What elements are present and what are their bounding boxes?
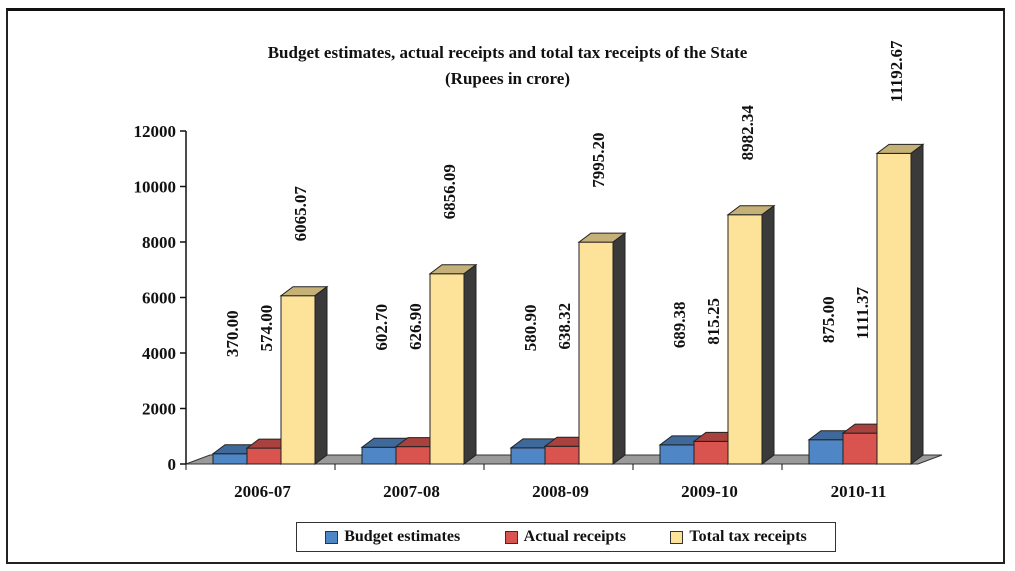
x-tick-label: 2006-07 <box>234 482 291 501</box>
data-label: 626.90 <box>406 303 425 350</box>
bar <box>577 232 627 465</box>
legend-swatch-actual-receipts <box>504 530 518 544</box>
bar-front <box>544 445 580 465</box>
legend-item-budget-estimates: Budget estimates <box>325 528 460 546</box>
chart-frame <box>6 8 1005 564</box>
bar-front <box>395 446 431 465</box>
data-label: 1111.37 <box>853 286 872 339</box>
data-label: 370.00 <box>223 310 242 357</box>
bar-front <box>727 214 763 465</box>
data-label: 875.00 <box>819 296 838 343</box>
bar-front <box>659 444 695 465</box>
data-label: 574.00 <box>257 305 276 352</box>
bar-front <box>876 152 912 465</box>
x-tick-label: 2008-09 <box>532 482 589 501</box>
bar <box>726 204 776 465</box>
chart-title: Budget estimates, actual receipts and to… <box>267 43 748 62</box>
bar-front <box>280 295 316 465</box>
x-tick-label: 2007-08 <box>383 482 440 501</box>
data-label: 580.90 <box>521 305 540 352</box>
data-label: 8982.34 <box>738 105 757 161</box>
y-tick-label: 0 <box>168 455 177 474</box>
bar-front <box>429 273 465 465</box>
data-label: 638.32 <box>555 303 574 350</box>
bar-side <box>910 143 924 465</box>
bar-front <box>578 241 614 465</box>
chart-subtitle: (Rupees in crore) <box>445 69 570 88</box>
bar <box>279 285 329 465</box>
y-tick-label: 4000 <box>142 344 176 363</box>
y-tick-label: 12000 <box>134 122 177 141</box>
legend-label-total-tax-receipts: Total tax receipts <box>689 528 807 545</box>
data-label: 6856.09 <box>440 164 459 219</box>
legend-item-total-tax-receipts: Total tax receipts <box>670 528 807 546</box>
y-tick-label: 6000 <box>142 289 176 308</box>
bar <box>875 143 925 465</box>
bar-side <box>463 263 477 465</box>
bar-front <box>361 446 397 465</box>
legend-item-actual-receipts: Actual receipts <box>504 528 626 546</box>
bar-front <box>842 432 878 465</box>
bar <box>428 263 478 465</box>
bar-front <box>808 439 844 465</box>
y-tick-label: 10000 <box>134 178 177 197</box>
legend-swatch-budget-estimates <box>325 530 339 544</box>
legend-label-actual-receipts: Actual receipts <box>523 528 626 545</box>
bar-front <box>212 453 248 465</box>
data-label: 6065.07 <box>291 186 310 242</box>
chart-legend: Budget estimates Actual receipts Total t… <box>296 522 836 552</box>
bar-front <box>693 440 729 465</box>
chart-titles: Budget estimates, actual receipts and to… <box>0 40 1015 92</box>
data-label: 689.38 <box>670 301 689 348</box>
y-tick-label: 8000 <box>142 233 176 252</box>
data-label: 815.25 <box>704 298 723 345</box>
legend-label-budget-estimates: Budget estimates <box>344 528 461 545</box>
legend-swatch-total-tax-receipts <box>670 530 684 544</box>
bar-side <box>761 204 775 465</box>
bar-front <box>510 447 546 465</box>
x-tick-label: 2009-10 <box>681 482 738 501</box>
x-tick-label: 2010-11 <box>831 482 887 501</box>
y-tick-label: 2000 <box>142 400 176 419</box>
bar-side <box>314 285 328 465</box>
bar-front <box>246 447 282 465</box>
data-label: 7995.20 <box>589 133 608 188</box>
bar-side <box>612 232 626 465</box>
data-label: 11192.67 <box>887 40 906 102</box>
data-label: 602.70 <box>372 304 391 351</box>
